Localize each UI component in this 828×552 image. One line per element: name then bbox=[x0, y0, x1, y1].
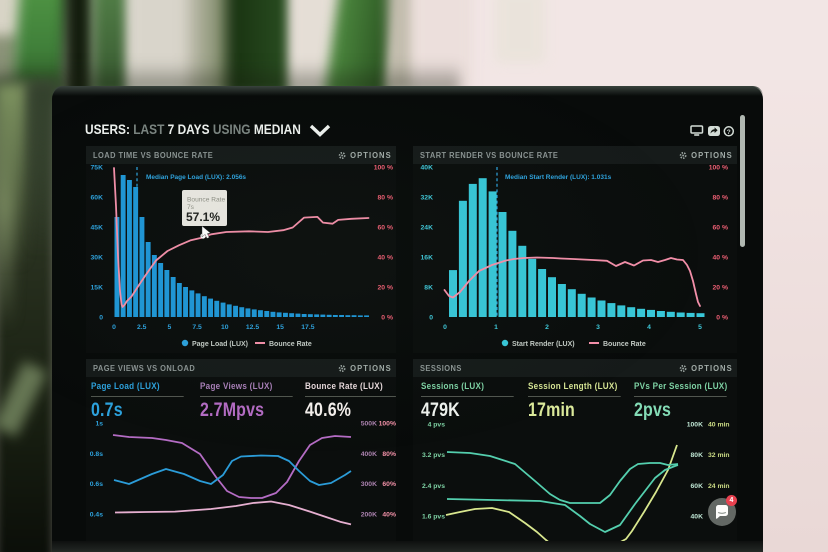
svg-text:60K: 60K bbox=[91, 195, 104, 202]
svg-text:32K: 32K bbox=[421, 195, 434, 202]
svg-text:100 %: 100 % bbox=[374, 165, 393, 172]
svg-text:0: 0 bbox=[112, 324, 116, 331]
svg-text:300K: 300K bbox=[361, 481, 377, 488]
svg-text:30K: 30K bbox=[91, 255, 104, 262]
svg-text:3.2 pvs: 3.2 pvs bbox=[422, 452, 445, 459]
svg-text:45K: 45K bbox=[91, 225, 104, 232]
svg-text:500K: 500K bbox=[361, 421, 377, 428]
svg-text:Median Page Load (LUX): 2.056s: Median Page Load (LUX): 2.056s bbox=[146, 174, 246, 181]
svg-text:10: 10 bbox=[221, 324, 229, 331]
svg-text:3: 3 bbox=[596, 324, 600, 331]
svg-text:5: 5 bbox=[168, 324, 172, 331]
svg-text:17.5: 17.5 bbox=[301, 324, 314, 331]
svg-text:100 %: 100 % bbox=[709, 165, 728, 172]
svg-text:1.6 pvs: 1.6 pvs bbox=[422, 514, 445, 521]
svg-text:15: 15 bbox=[276, 324, 284, 331]
svg-text:1: 1 bbox=[494, 324, 498, 331]
svg-text:0 %: 0 % bbox=[381, 315, 393, 322]
svg-text:0: 0 bbox=[443, 324, 447, 331]
svg-text:4 pvs: 4 pvs bbox=[428, 422, 446, 429]
svg-text:2.4 pvs: 2.4 pvs bbox=[422, 483, 445, 490]
svg-text:24 min: 24 min bbox=[708, 483, 730, 490]
svg-text:Start Render (LUX): Start Render (LUX) bbox=[512, 341, 575, 348]
svg-text:40 %: 40 % bbox=[378, 255, 394, 262]
svg-text:80 %: 80 % bbox=[378, 195, 394, 202]
svg-text:0: 0 bbox=[99, 315, 103, 322]
svg-text:32 min: 32 min bbox=[708, 452, 730, 459]
svg-text:1s: 1s bbox=[95, 421, 103, 428]
svg-text:4: 4 bbox=[647, 324, 651, 331]
svg-text:7.5: 7.5 bbox=[192, 324, 202, 331]
svg-text:40K: 40K bbox=[421, 165, 434, 172]
svg-text:100K: 100K bbox=[687, 422, 703, 429]
svg-text:Bounce Rate: Bounce Rate bbox=[603, 341, 646, 348]
svg-text:0.6s: 0.6s bbox=[90, 481, 103, 488]
svg-text:80K: 80K bbox=[691, 452, 704, 459]
svg-text:20 %: 20 % bbox=[713, 285, 729, 292]
svg-text:60 %: 60 % bbox=[713, 225, 729, 232]
svg-text:60%: 60% bbox=[382, 481, 396, 488]
svg-text:24K: 24K bbox=[421, 225, 434, 232]
svg-text:20 %: 20 % bbox=[378, 285, 394, 292]
svg-text:40 %: 40 % bbox=[713, 255, 729, 262]
svg-text:0.4s: 0.4s bbox=[90, 511, 103, 518]
svg-text:?: ? bbox=[727, 129, 731, 136]
svg-text:Bounce Rate: Bounce Rate bbox=[269, 341, 312, 348]
svg-text:60 %: 60 % bbox=[378, 225, 394, 232]
svg-text:40%: 40% bbox=[382, 511, 396, 518]
svg-text:0.8s: 0.8s bbox=[90, 451, 103, 458]
svg-text:5: 5 bbox=[698, 324, 702, 331]
svg-text:0: 0 bbox=[429, 315, 433, 322]
svg-text:Page Load (LUX): Page Load (LUX) bbox=[192, 341, 248, 348]
svg-text:400K: 400K bbox=[361, 451, 377, 458]
svg-text:12.5: 12.5 bbox=[246, 324, 259, 331]
svg-text:100%: 100% bbox=[379, 421, 396, 428]
svg-text:40K: 40K bbox=[691, 514, 704, 521]
svg-text:8K: 8K bbox=[424, 285, 433, 292]
svg-text:Median Start Render (LUX): 1.0: Median Start Render (LUX): 1.031s bbox=[505, 174, 612, 181]
svg-text:2: 2 bbox=[545, 324, 549, 331]
svg-text:16K: 16K bbox=[421, 255, 434, 262]
svg-text:60K: 60K bbox=[691, 483, 704, 490]
svg-text:0 %: 0 % bbox=[716, 315, 728, 322]
svg-text:2.5: 2.5 bbox=[137, 324, 147, 331]
svg-text:80 %: 80 % bbox=[713, 195, 729, 202]
svg-text:7s: 7s bbox=[187, 204, 195, 211]
svg-text:40 min: 40 min bbox=[708, 422, 730, 429]
svg-text:200K: 200K bbox=[361, 511, 377, 518]
svg-text:80%: 80% bbox=[382, 451, 396, 458]
svg-text:57.1%: 57.1% bbox=[186, 210, 220, 224]
svg-text:75K: 75K bbox=[91, 165, 104, 172]
svg-text:Bounce Rate: Bounce Rate bbox=[187, 197, 225, 204]
svg-text:15K: 15K bbox=[91, 285, 104, 292]
